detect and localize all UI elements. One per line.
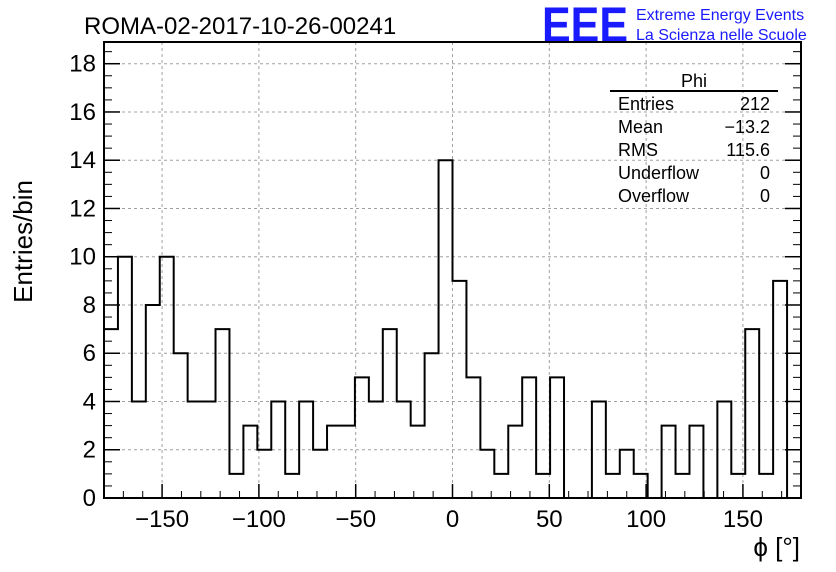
histogram-bin [425, 353, 439, 498]
y-tick-label: 12 [69, 195, 96, 222]
stats-label-rms: RMS [618, 140, 658, 160]
histogram-bin [341, 426, 355, 498]
histogram-bin [229, 474, 243, 498]
histogram-bin [411, 426, 425, 498]
stats-value-rms: 115.6 [726, 140, 770, 160]
histogram-bin [494, 474, 508, 498]
stats-label-entries: Entries [618, 94, 674, 114]
histogram-bin [174, 353, 188, 498]
chart-title: ROMA-02-2017-10-26-00241 [84, 13, 396, 40]
x-tick-label: 150 [723, 506, 763, 533]
y-tick-label: 2 [83, 437, 96, 464]
histogram-bin [550, 377, 564, 498]
histogram-bin [118, 257, 132, 498]
logo-subtitle-line2: La Scienza nelle Scuole [636, 27, 807, 44]
y-tick-label: 14 [69, 147, 96, 174]
x-tick-label: −50 [335, 506, 376, 533]
histogram-bin [439, 160, 453, 498]
histogram-bin [745, 329, 759, 498]
stats-value-mean: −13.2 [724, 117, 770, 137]
x-tick-label: −150 [135, 506, 189, 533]
y-tick-label: 0 [83, 485, 96, 512]
histogram-bin [480, 450, 494, 498]
histogram-bin [132, 401, 146, 498]
histogram-bin [383, 329, 397, 498]
stats-label-underflow: Underflow [618, 163, 700, 183]
x-tick-label: −100 [232, 506, 286, 533]
stats-box: Phi Entries 212 Mean −13.2 RMS 115.6 Und… [610, 71, 778, 206]
histogram-bin [620, 450, 634, 498]
x-axis-label: ϕ [°] [753, 532, 800, 562]
histogram-bin [773, 281, 787, 498]
histogram-bin [243, 426, 257, 498]
histogram-bin [327, 426, 341, 498]
histogram-bin [313, 450, 327, 498]
eee-logo: EEE [542, 0, 628, 53]
histogram-outline [104, 159, 801, 499]
y-tick-label: 16 [69, 99, 96, 126]
stats-label-mean: Mean [618, 117, 663, 137]
stats-value-entries: 212 [740, 94, 770, 114]
x-tick-label: 0 [446, 506, 459, 533]
histogram-bin [299, 401, 313, 498]
histogram-bin [662, 426, 676, 498]
histogram-bins [104, 160, 787, 498]
histogram-bin [216, 329, 230, 498]
y-axis-label: Entries/bin [8, 180, 38, 303]
y-tick-label: 4 [83, 388, 96, 415]
histogram-bin [508, 426, 522, 498]
x-tick-label: 50 [536, 506, 563, 533]
stats-name: Phi [681, 71, 707, 91]
histogram-bin [160, 257, 174, 498]
histogram-bin [522, 377, 536, 498]
histogram-bin [536, 474, 550, 498]
stats-value-overflow: 0 [760, 186, 770, 206]
histogram-bin [759, 474, 773, 498]
histogram-bin [689, 426, 703, 498]
y-tick-label: 10 [69, 244, 96, 271]
x-tick-label: 100 [626, 506, 666, 533]
stats-label-overflow: Overflow [618, 186, 690, 206]
y-tick-label: 6 [83, 340, 96, 367]
y-tick-labels: 0 2 4 6 8 10 12 14 16 18 [69, 51, 96, 512]
histogram-bin [285, 474, 299, 498]
y-tick-label: 8 [83, 292, 96, 319]
y-tick-label: 18 [69, 51, 96, 78]
histogram-bin [355, 377, 369, 498]
logo-subtitle-line1: Extreme Energy Events [636, 7, 804, 24]
histogram-bin [466, 377, 480, 498]
x-tick-labels: −150 −100 −50 0 50 100 150 [135, 506, 763, 533]
stats-value-underflow: 0 [760, 163, 770, 183]
axis-ticks [104, 51, 801, 499]
histogram-bin [453, 281, 467, 498]
histogram-bin [606, 474, 620, 498]
histogram-bin [676, 474, 690, 498]
